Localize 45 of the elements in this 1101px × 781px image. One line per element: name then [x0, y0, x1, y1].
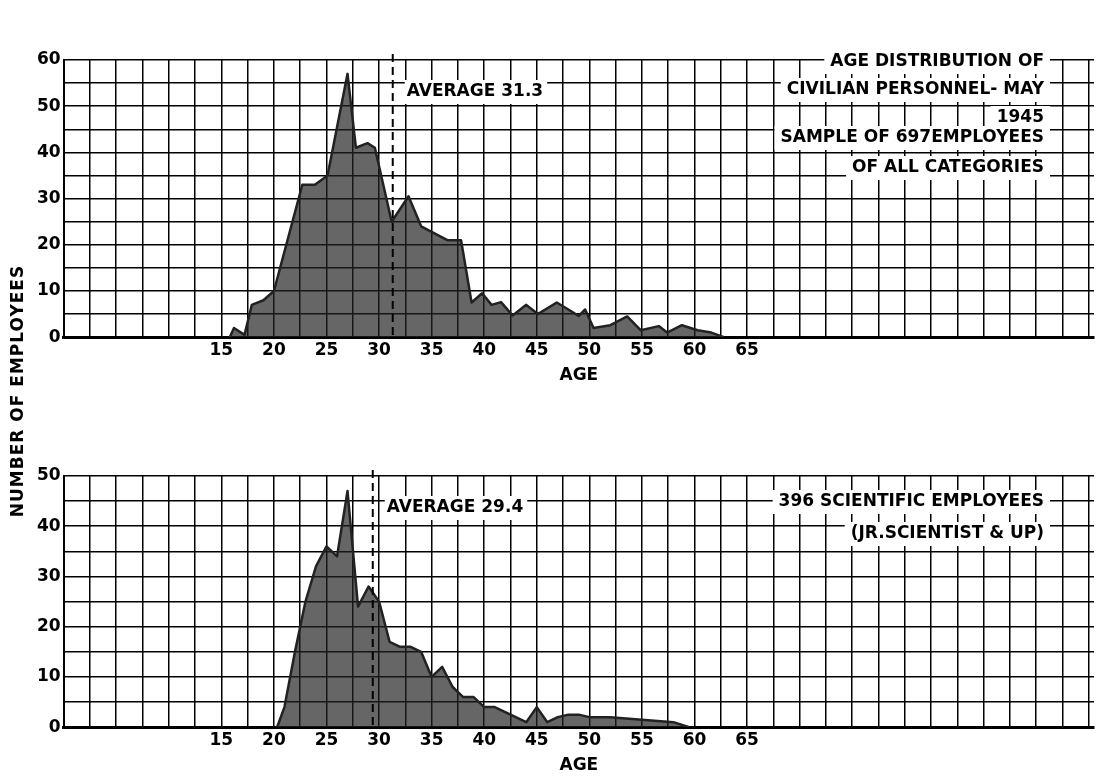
x-axis-title: AGE: [559, 364, 599, 385]
annotation: OF ALL CATEGORIES: [852, 156, 1044, 177]
x-tick-label: 20: [262, 728, 286, 749]
annotation: 396 SCIENTIFIC EMPLOYEES: [778, 490, 1044, 511]
x-tick-label: 25: [314, 728, 339, 749]
x-tick-label: 25: [314, 338, 339, 359]
y-axis-title: NUMBER OF EMPLOYEES: [7, 264, 28, 517]
x-tick-label: 60: [682, 338, 707, 359]
x-tick-label: 60: [682, 728, 707, 749]
y-tick-label: 30: [36, 187, 61, 208]
x-tick-label: 55: [630, 728, 654, 749]
x-tick-label: 45: [524, 728, 549, 749]
x-tick-label: 50: [577, 728, 602, 749]
x-tick-label: 50: [577, 338, 602, 359]
y-tick-label: 20: [36, 615, 61, 636]
y-tick-label: 40: [36, 140, 61, 161]
y-tick-label: 50: [36, 94, 61, 115]
ref-line-label: AVERAGE 29.4: [386, 496, 524, 517]
x-tick-label: 65: [735, 728, 759, 749]
x-tick-label: 30: [367, 338, 392, 359]
x-tick-label: 35: [419, 338, 444, 359]
y-tick-label: 60: [36, 48, 61, 69]
x-tick-label: 20: [262, 338, 286, 359]
x-axis-title: AGE: [559, 754, 599, 775]
annotation: (JR.SCIENTIST & UP): [850, 522, 1044, 543]
x-tick-label: 15: [209, 338, 234, 359]
y-tick-label: 0: [48, 325, 61, 346]
y-tick-label: 20: [36, 233, 61, 254]
x-tick-label: 45: [524, 338, 549, 359]
annotation: SAMPLE OF 697EMPLOYEES: [780, 126, 1044, 147]
y-tick-label: 10: [36, 279, 61, 300]
y-tick-label: 0: [48, 715, 61, 736]
y-tick-label: 50: [36, 464, 61, 485]
x-tick-label: 65: [735, 338, 759, 359]
ref-line-label: AVERAGE 31.3: [406, 80, 544, 101]
y-tick-label: 30: [36, 564, 61, 585]
x-tick-label: 15: [209, 728, 234, 749]
y-tick-label: 10: [36, 665, 61, 686]
x-tick-label: 35: [419, 728, 444, 749]
y-tick-label: 40: [36, 514, 61, 535]
x-tick-label: 55: [630, 338, 654, 359]
x-tick-label: 30: [367, 728, 392, 749]
x-tick-label: 40: [472, 728, 497, 749]
x-tick-label: 40: [472, 338, 497, 359]
text: AGE DISTRIBUTION OF CIVILIAN PERSONNEL- MAY 1945: [786, 50, 1045, 127]
